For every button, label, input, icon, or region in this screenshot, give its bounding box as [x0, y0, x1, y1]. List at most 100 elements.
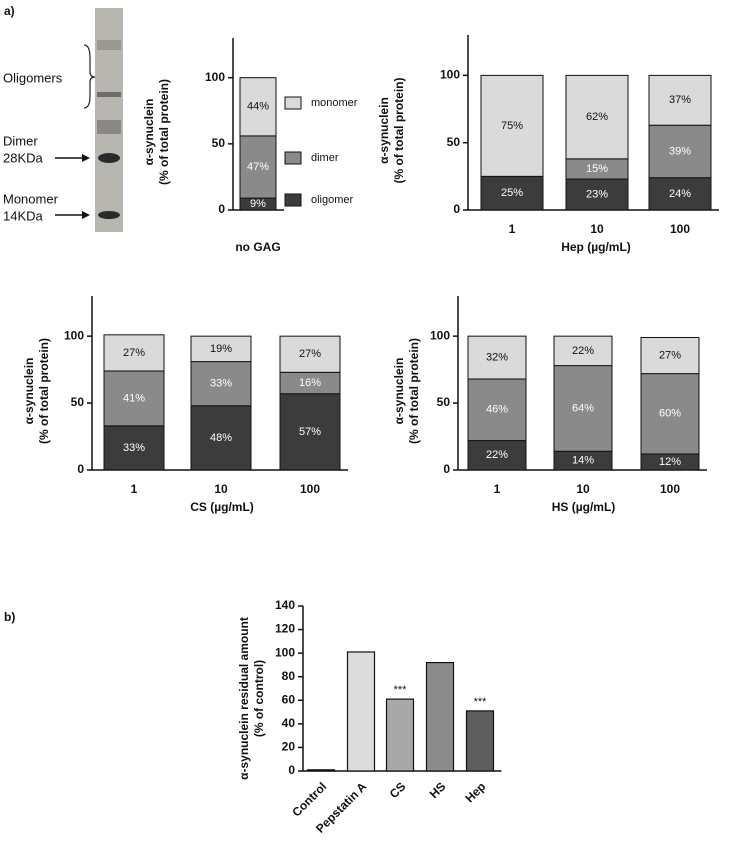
western-blot: [55, 8, 123, 232]
x-axis-label: no GAG: [235, 240, 280, 254]
y-axis-label: (% of total protein): [392, 78, 406, 184]
y-tick-label: 120: [275, 622, 295, 636]
value-label: 33%: [210, 378, 232, 390]
bar-segment: [190, 405, 252, 471]
value-label: 46%: [486, 404, 508, 416]
value-label: 19%: [210, 343, 232, 355]
legend-swatch: [284, 193, 302, 207]
legend-swatch: [284, 151, 302, 165]
y-tick-label: 80: [282, 669, 296, 683]
y-tick-label: 0: [443, 462, 450, 476]
bar-segment: [467, 378, 527, 442]
blot-label: Dimer: [3, 133, 38, 148]
y-axis-label: (% of total protein): [407, 338, 421, 444]
y-axis-label: (% of control): [252, 660, 266, 737]
panel-label: b): [4, 610, 15, 624]
y-tick-label: 0: [288, 763, 295, 777]
x-tick-label: 10: [576, 482, 590, 496]
y-tick-label: 50: [437, 395, 451, 409]
y-axis-label: (% of total protein): [37, 338, 51, 444]
bar-segment: [553, 365, 613, 452]
value-label: 60%: [659, 408, 681, 420]
bar-segment: [103, 370, 165, 427]
y-tick-label: 40: [282, 716, 296, 730]
y-tick-label: 0: [218, 202, 225, 216]
bar-segment: [565, 74, 629, 160]
bar: [346, 651, 376, 772]
legend-label: oligomer: [311, 194, 354, 206]
value-label: 16%: [299, 377, 321, 389]
x-tick-label: 1: [509, 222, 516, 236]
x-tick-label: 100: [660, 482, 680, 496]
y-axis-label: α-synuclein: [22, 358, 36, 425]
value-label: 62%: [586, 111, 608, 123]
bar: [306, 769, 336, 772]
x-tick-label: 10: [214, 482, 228, 496]
y-tick-label: 100: [205, 70, 225, 84]
x-tick-label: Control: [289, 779, 329, 819]
blot-label: 28KDa: [3, 150, 44, 165]
value-label: 9%: [250, 198, 266, 210]
bar: [385, 698, 415, 772]
x-axis-label: HS (µg/mL): [552, 500, 616, 514]
y-axis-label: α-synuclein: [392, 358, 406, 425]
blot-label: Monomer: [3, 191, 59, 206]
value-label: 22%: [572, 345, 594, 357]
bar-segment: [190, 361, 252, 407]
y-tick-label: 100: [440, 68, 460, 82]
value-label: 27%: [299, 348, 321, 360]
y-tick-label: 100: [275, 645, 295, 659]
y-tick-label: 100: [64, 328, 84, 342]
value-label: 12%: [659, 456, 681, 468]
value-label: 14%: [572, 455, 594, 467]
value-label: 64%: [572, 402, 594, 414]
value-label: 33%: [123, 442, 145, 454]
legend-label: dimer: [311, 152, 339, 164]
bar-segment: [467, 335, 527, 380]
bar: [465, 710, 495, 772]
bar-segment: [103, 334, 165, 372]
bar-segment: [648, 74, 712, 126]
x-tick-label: 1: [494, 482, 501, 496]
bar-segment: [467, 440, 527, 471]
bar-segment: [480, 175, 544, 211]
x-tick-label: CS: [387, 779, 409, 801]
y-tick-label: 140: [275, 598, 295, 612]
bar-segment: [239, 77, 277, 137]
bar-segment: [553, 335, 613, 367]
y-axis-label: α-synuclein: [377, 97, 391, 164]
y-tick-label: 50: [71, 395, 85, 409]
legend-swatch: [284, 96, 302, 110]
y-tick-label: 50: [447, 135, 461, 149]
panel-label: a): [4, 4, 15, 18]
value-label: 47%: [247, 161, 269, 173]
value-label: 44%: [247, 101, 269, 113]
x-axis-label: CS (µg/mL): [190, 500, 254, 514]
x-tick-label: 100: [300, 482, 320, 496]
bar-segment: [480, 74, 544, 177]
value-label: 15%: [586, 163, 608, 175]
y-tick-label: 0: [453, 202, 460, 216]
significance-label: ***: [394, 684, 408, 696]
bar-segment: [648, 124, 712, 179]
y-tick-label: 60: [282, 692, 296, 706]
bar: [425, 661, 455, 772]
blot-label: 14KDa: [3, 208, 44, 223]
y-tick-label: 50: [212, 136, 226, 150]
y-axis-label: α-synuclein: [142, 99, 156, 166]
bar-segment: [239, 135, 277, 199]
value-label: 32%: [486, 351, 508, 363]
y-axis-label: α-synuclein residual amount: [237, 617, 251, 780]
value-label: 25%: [501, 187, 523, 199]
x-tick-label: HS: [427, 779, 449, 801]
value-label: 27%: [123, 347, 145, 359]
bar-segment: [640, 336, 700, 375]
value-label: 27%: [659, 349, 681, 361]
y-tick-label: 20: [282, 740, 296, 754]
y-tick-label: 100: [430, 328, 450, 342]
x-tick-label: Hep: [462, 779, 488, 805]
x-axis-label: Hep (µg/mL): [561, 240, 631, 254]
bar-segment: [103, 425, 165, 471]
value-label: 24%: [669, 188, 691, 200]
bar-segment: [190, 335, 252, 363]
